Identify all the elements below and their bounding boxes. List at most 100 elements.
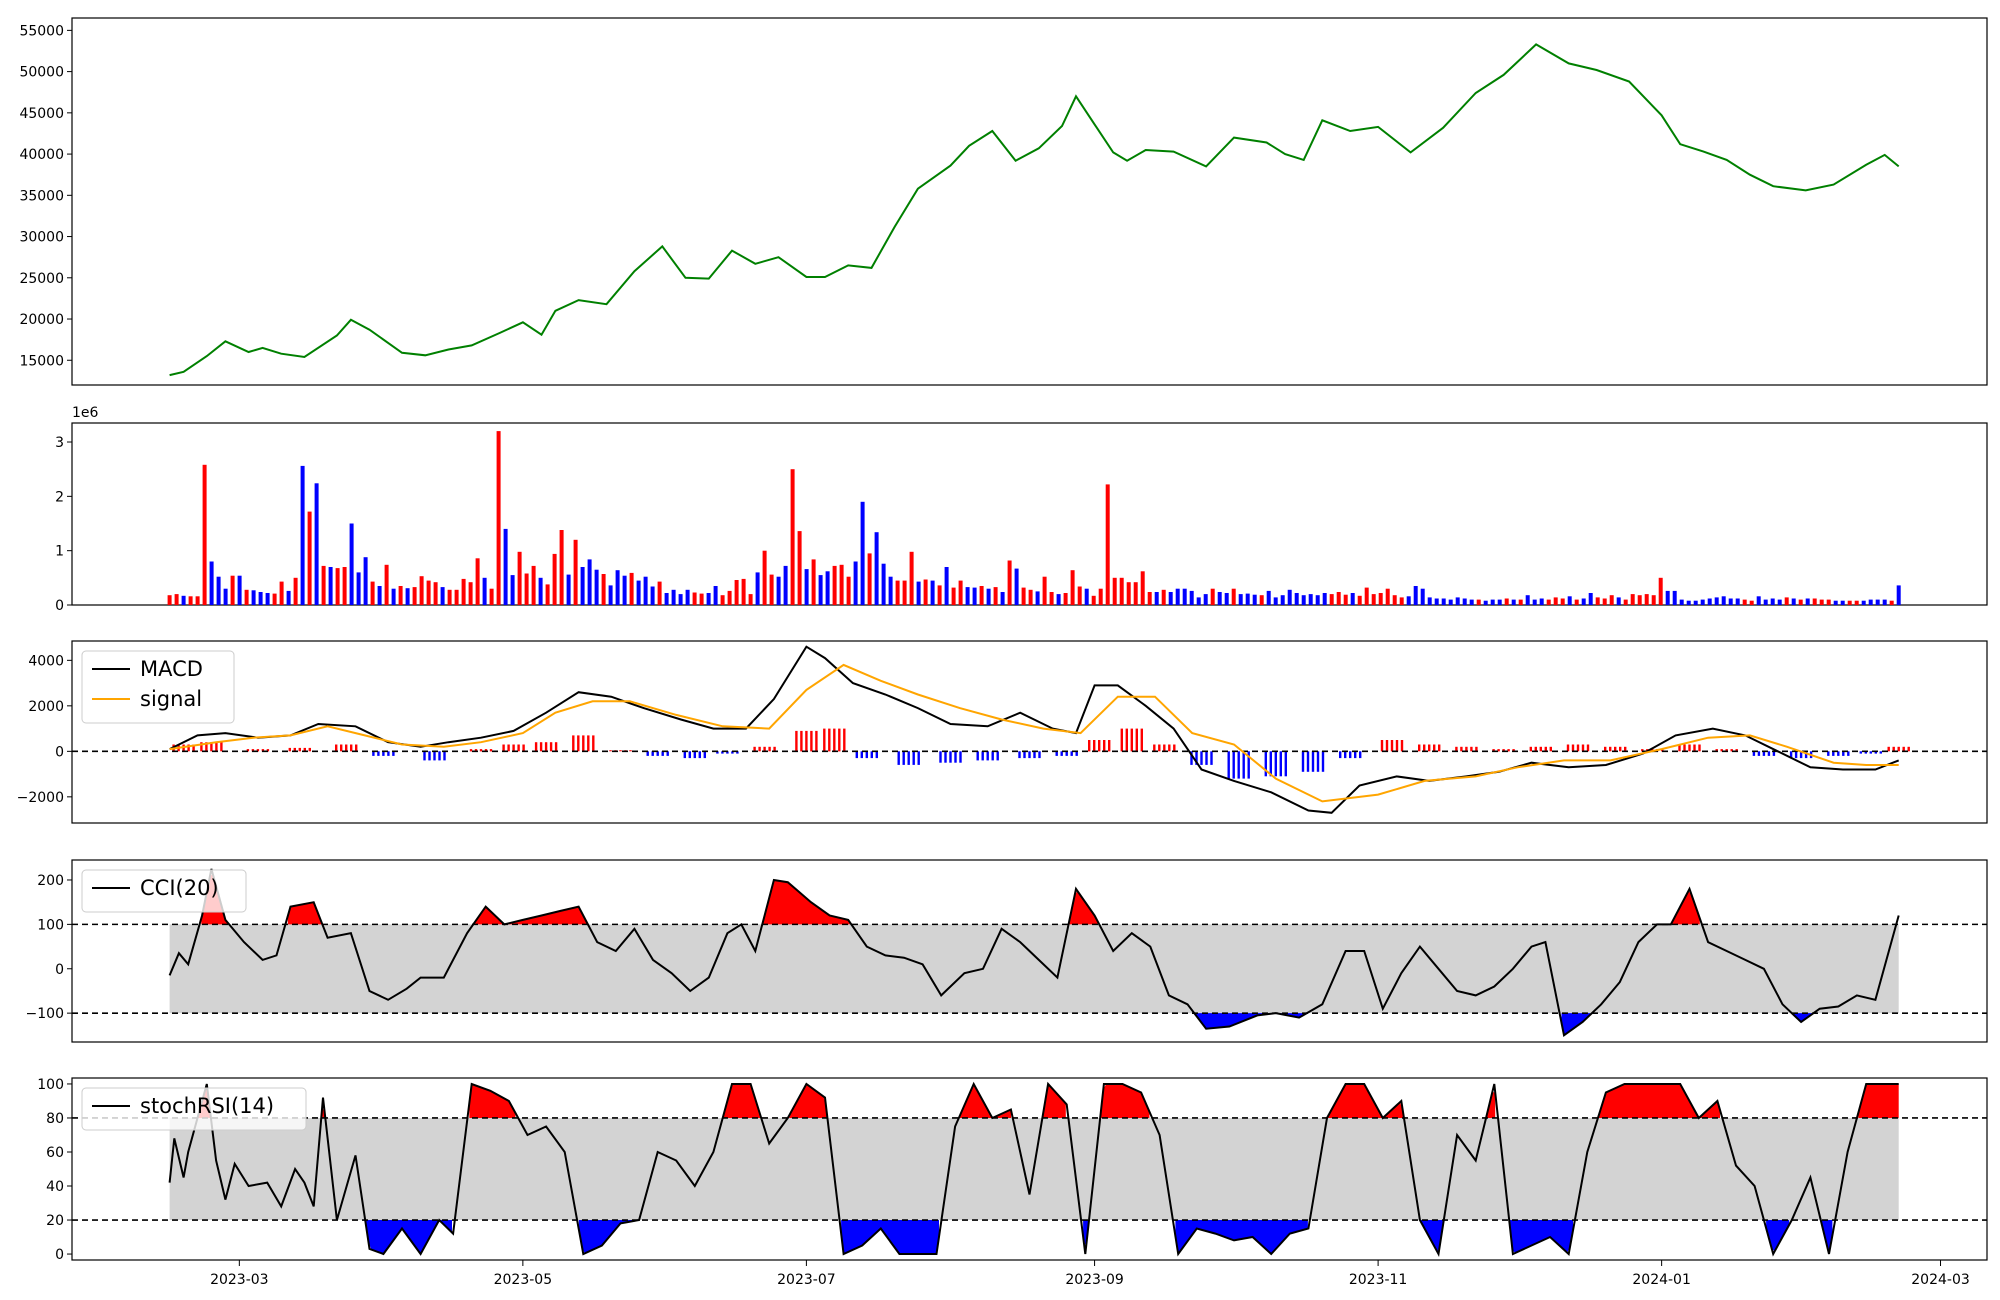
volume-bar — [1861, 600, 1866, 605]
stochrsi-overbought-fill — [722, 1084, 761, 1118]
macd-histogram-bar — [1210, 751, 1213, 765]
stochrsi-ytick-label: 100 — [37, 1077, 64, 1093]
volume-bar — [1112, 577, 1117, 605]
macd-histogram-bar — [308, 747, 311, 752]
volume-bar — [384, 564, 389, 605]
macd-histogram-bar — [1512, 749, 1515, 752]
volume-bar — [1518, 599, 1523, 605]
volume-bar — [251, 590, 256, 605]
volume-ytick-label: 1 — [55, 544, 64, 560]
volume-bar — [811, 559, 816, 605]
volume-bar — [1210, 588, 1215, 605]
stochrsi-overbought-fill — [959, 1084, 1012, 1118]
volume-bar — [699, 593, 704, 605]
volume-bar — [965, 587, 970, 605]
cci-ytick-label: −100 — [26, 1006, 64, 1022]
volume-bar — [923, 579, 928, 605]
price-ytick-label: 35000 — [19, 188, 64, 204]
macd-histogram-bar — [392, 751, 395, 756]
macd-histogram-bar — [298, 747, 301, 752]
volume-bar — [1336, 592, 1341, 605]
macd-histogram-bar — [187, 744, 190, 752]
volume-bar — [1770, 598, 1775, 605]
volume-bar — [853, 561, 858, 605]
volume-bar — [1399, 597, 1404, 605]
macd-histogram-bar — [805, 730, 808, 752]
volume-bar — [986, 588, 991, 605]
macd-histogram-bar — [1173, 744, 1176, 752]
macd-histogram-bar — [1502, 749, 1505, 752]
volume-bar — [874, 532, 879, 605]
volume-bar — [188, 596, 193, 605]
volume-bar — [1812, 598, 1817, 605]
macd-histogram-bar — [1892, 746, 1895, 752]
volume-bar — [1420, 588, 1425, 605]
volume-bar — [1049, 592, 1054, 605]
price-ytick-label: 25000 — [19, 271, 64, 287]
price-ytick-label: 20000 — [19, 312, 64, 328]
volume-bar — [1329, 594, 1334, 605]
signal-line — [169, 663, 1899, 803]
macd-histogram-bar — [870, 751, 873, 759]
macd-line — [169, 645, 1900, 814]
volume-bar — [1315, 595, 1320, 605]
macd-histogram-bar — [1108, 740, 1111, 752]
volume-bar — [209, 561, 214, 605]
macd-histogram-bar — [1683, 744, 1686, 752]
macd-histogram-bar — [474, 749, 478, 752]
macd-ytick-label: 2000 — [28, 699, 64, 715]
macd-histogram-bar — [1344, 751, 1347, 759]
volume-bar — [1700, 599, 1705, 605]
volume-bar — [1462, 598, 1467, 605]
macd-histogram-bar — [773, 746, 776, 752]
volume-bar — [412, 587, 417, 605]
macd-histogram-bar — [959, 751, 962, 763]
macd-histogram-bar — [1752, 751, 1756, 756]
volume-bar — [629, 572, 634, 605]
volume-bar — [447, 589, 452, 605]
macd-histogram-bar — [1153, 744, 1156, 752]
stochrsi-overbought-fill — [469, 1084, 516, 1118]
macd-histogram-bar — [753, 746, 756, 752]
volume-bar — [475, 558, 480, 605]
volume-bar — [244, 589, 249, 605]
volume-bar — [860, 501, 865, 605]
x-tick-label: 2023-11 — [1349, 1272, 1408, 1288]
macd-histogram-bar — [1274, 751, 1277, 777]
cci-oversold-fill — [1561, 1013, 1591, 1036]
macd-histogram-bar — [1497, 749, 1500, 752]
macd-histogram-bar — [1418, 744, 1421, 752]
volume-bar — [1189, 590, 1194, 605]
macd-histogram-bar — [200, 742, 203, 752]
macd-histogram-bar — [768, 746, 771, 752]
macd-legend-label: MACD — [140, 657, 203, 681]
volume-bar — [1091, 595, 1096, 605]
macd-histogram-bar — [1125, 728, 1128, 752]
volume-bar — [972, 587, 977, 605]
volume-bar — [1070, 570, 1075, 605]
macd-histogram-bar — [1720, 749, 1723, 752]
macd-histogram-bar — [1492, 749, 1495, 752]
volume-bar — [769, 574, 774, 605]
volume-bar — [454, 589, 459, 605]
price-ytick-label: 55000 — [19, 23, 64, 39]
volume-ytick-label: 2 — [55, 489, 64, 505]
volume-bar — [1798, 599, 1803, 605]
stochrsi-overbought-fill — [789, 1084, 827, 1118]
volume-bar — [790, 469, 795, 605]
volume-bar — [1287, 589, 1292, 605]
macd-histogram-bar — [1604, 746, 1607, 752]
volume-bar — [1889, 600, 1894, 605]
volume-bar — [1021, 587, 1026, 605]
macd-histogram-bar — [1428, 744, 1431, 752]
volume-bar — [1413, 586, 1418, 605]
volume-bar — [846, 576, 851, 605]
volume-bar — [1308, 594, 1313, 605]
macd-histogram-bar — [721, 751, 724, 754]
volume-bar — [1441, 598, 1446, 605]
volume-bar — [685, 589, 690, 605]
macd-histogram-bar — [1549, 746, 1552, 752]
macd-histogram-bar — [726, 751, 729, 754]
volume-bar — [671, 589, 676, 605]
volume-bar — [496, 431, 501, 605]
